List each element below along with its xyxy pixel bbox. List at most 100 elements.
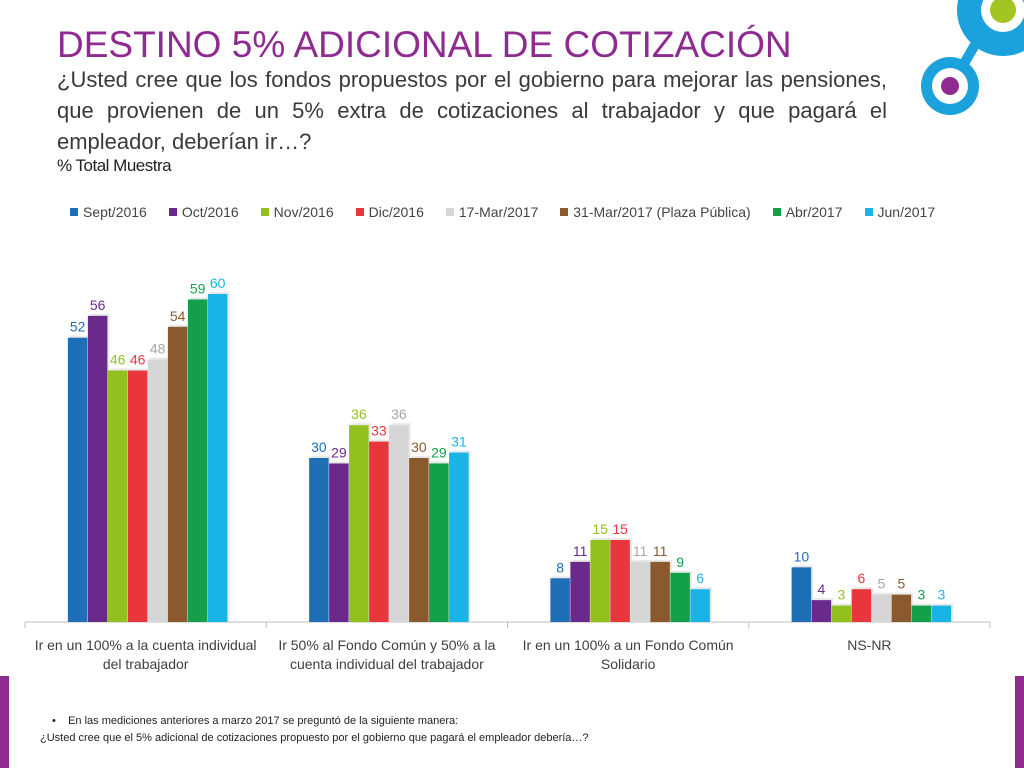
bar: [650, 561, 670, 622]
bar: [187, 299, 208, 622]
bar: [147, 359, 168, 622]
bar: [67, 337, 88, 622]
legend-swatch: [560, 208, 569, 216]
footnote-line-2: ¿Usted cree que el 5% adicional de cotiz…: [40, 732, 589, 744]
data-label: 59: [190, 280, 206, 296]
data-label: 5: [897, 576, 905, 592]
decorative-left-bar: [0, 676, 9, 768]
bar: [369, 441, 389, 622]
legend-label: 17-Mar/2017: [458, 204, 539, 220]
bar: [127, 370, 148, 622]
footnote: • En las mediciones anteriores a marzo 2…: [40, 715, 589, 744]
bar: [107, 370, 128, 622]
bar: [167, 326, 188, 622]
brand-logo: [921, 0, 1024, 115]
chart-subtitle: % Total Muestra: [57, 156, 172, 175]
legend-label: Jun/2017: [877, 204, 936, 220]
data-label: 46: [130, 352, 146, 368]
legend-swatch: [864, 208, 873, 216]
legend-label: 31-Mar/2017 (Plaza Pública): [573, 204, 751, 220]
bar: [630, 561, 650, 622]
x-tick-label: Ir en un 100% a un Fondo Común Solidario: [522, 637, 734, 672]
data-label: 11: [573, 543, 588, 559]
data-label: 56: [90, 297, 106, 313]
x-tick-label: NS-NR: [847, 637, 892, 653]
bar: [911, 605, 932, 622]
data-label: 52: [70, 319, 86, 335]
data-label: 60: [210, 275, 226, 291]
bar: [329, 463, 349, 622]
x-tick-label-container: Ir en un 100% a la cuenta individual del…: [34, 637, 257, 672]
data-label: 3: [937, 587, 945, 603]
data-label: 10: [794, 548, 810, 564]
data-label: 6: [857, 570, 865, 586]
legend-item: Jun/2017: [864, 204, 936, 220]
data-label: 46: [110, 352, 126, 368]
bar: [931, 605, 952, 622]
data-label: 4: [817, 581, 825, 597]
decorative-right-bar: [1015, 676, 1024, 768]
legend-item: 31-Mar/2017 (Plaza Pública): [560, 204, 751, 220]
data-label: 36: [391, 406, 407, 422]
data-label: 3: [837, 587, 845, 603]
survey-question: ¿Usted cree que los fondos propuestos po…: [57, 67, 887, 154]
legend-label: Nov/2016: [273, 204, 334, 220]
x-tick-label-container: Ir en un 100% a un Fondo Común Solidario: [522, 637, 734, 672]
data-label: 11: [633, 543, 648, 559]
x-tick-label-container: NS-NR: [847, 637, 892, 653]
data-label: 6: [696, 570, 704, 586]
x-tick-label: Ir en un 100% a la cuenta individual del…: [34, 637, 257, 672]
data-label: 36: [351, 406, 367, 422]
legend-swatch: [772, 208, 781, 216]
bar: [831, 605, 852, 622]
bar: [690, 589, 710, 622]
legend-item: Nov/2016: [260, 204, 334, 220]
legend-label: Sept/2016: [83, 204, 147, 220]
legend-item: 17-Mar/2017: [445, 204, 539, 220]
data-label: 29: [331, 444, 347, 460]
data-label: 33: [371, 423, 387, 439]
data-label: 3: [917, 587, 925, 603]
legend-item: Dic/2016: [355, 204, 424, 220]
data-label: 30: [311, 439, 327, 455]
bar: [429, 463, 449, 622]
legend-item: Sept/2016: [70, 204, 147, 220]
bar: [349, 425, 369, 622]
bar: [871, 594, 892, 622]
x-tick-label: Ir 50% al Fondo Común y 50% a la cuenta …: [278, 637, 496, 672]
legend-label: Oct/2016: [181, 204, 239, 220]
data-label: 30: [411, 439, 427, 455]
data-label: 5: [877, 576, 885, 592]
data-label: 29: [431, 444, 447, 460]
bar: [309, 458, 329, 622]
bar: [791, 567, 812, 622]
chart-legend: Sept/2016 Oct/2016 Nov/2016 Dic/2016 17-Mar/…: [70, 204, 935, 220]
legend-item: Oct/2016: [168, 204, 239, 220]
bar: [891, 594, 912, 622]
data-label: 15: [592, 521, 608, 537]
data-label: 15: [612, 521, 628, 537]
x-tick-label-container: Ir 50% al Fondo Común y 50% a la cuenta …: [278, 637, 496, 672]
legend-swatch: [168, 208, 177, 216]
bar: [851, 589, 872, 622]
bar: [87, 315, 108, 622]
bar: [670, 572, 690, 622]
legend-swatch: [70, 208, 78, 216]
data-label: 54: [170, 308, 186, 324]
data-label: 8: [556, 559, 564, 575]
bar: [207, 294, 228, 622]
data-label: 9: [676, 554, 684, 570]
data-label: 11: [653, 543, 668, 559]
bar: [570, 561, 590, 622]
page-title: DESTINO 5% ADICIONAL DE COTIZACIÓN: [57, 24, 792, 65]
bar: [409, 458, 429, 622]
bar: [550, 578, 570, 622]
bar: [590, 540, 610, 622]
data-label: 48: [150, 341, 166, 357]
legend-item: Abr/2017: [772, 204, 843, 220]
data-label: 31: [451, 434, 467, 450]
bar: [449, 452, 469, 622]
legend-swatch: [445, 208, 454, 216]
bar: [610, 540, 630, 622]
